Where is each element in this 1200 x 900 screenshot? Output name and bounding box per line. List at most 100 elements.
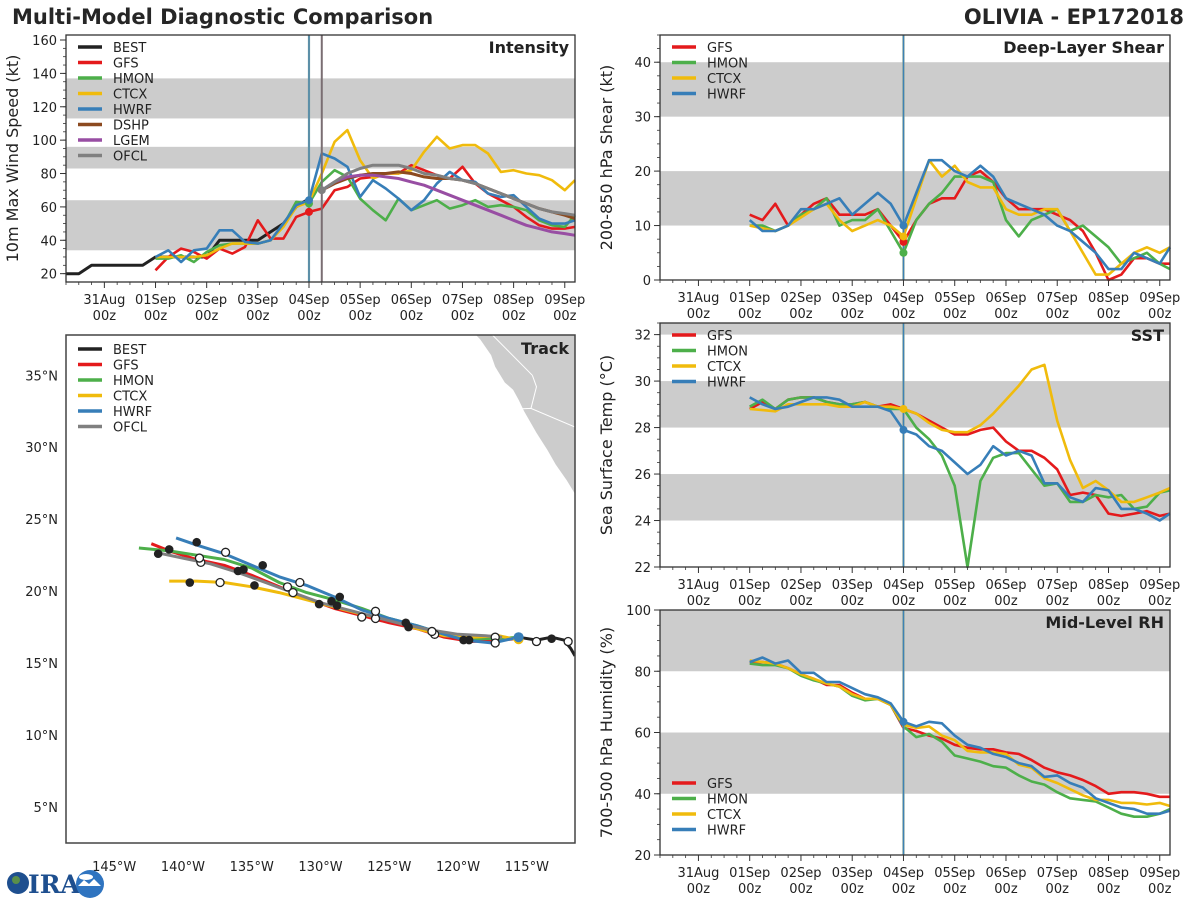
x-tick-label-time: 00z: [1046, 307, 1070, 322]
y-tick-label: 30: [634, 111, 651, 126]
x-tick-label-date: 02Sep: [780, 578, 821, 593]
track-point-open: [282, 582, 293, 592]
y-tick-label: 60: [40, 201, 57, 216]
marker-hwrf: [304, 196, 313, 205]
marker-hmon: [899, 248, 908, 257]
x-tick-label-time: 00z: [1046, 882, 1070, 897]
y-tick-label: 120: [32, 101, 57, 116]
x-tick-label-date: 06Sep: [985, 291, 1026, 306]
x-tick-label-date: 08Sep: [1088, 866, 1129, 881]
x-tick-label-time: 00z: [553, 309, 577, 324]
x-tick-label-date: 04Sep: [883, 291, 924, 306]
x-tick-label-date: 06Sep: [391, 293, 432, 308]
track-point-filled: [314, 599, 324, 609]
shaded-band: [66, 78, 575, 119]
x-tick-label-date: 09Sep: [1139, 866, 1180, 881]
series-line-ctcx: [155, 128, 576, 259]
lat-tick-label: 15°N: [25, 657, 58, 672]
marker-ctcx: [899, 404, 908, 413]
x-tick-label-time: 00z: [1148, 882, 1172, 897]
track-map-area: [138, 335, 575, 657]
x-tick-label-time: 00z: [738, 594, 762, 609]
cloud-shape: [79, 874, 93, 880]
lat-tick-label: 10°N: [25, 729, 58, 744]
x-tick-label-date: 01Sep: [135, 293, 176, 308]
legend-label-best: BEST: [113, 41, 146, 56]
x-tick-label-time: 00z: [892, 594, 916, 609]
x-tick-label-time: 00z: [943, 882, 967, 897]
legend-label-ctcx: CTCX: [113, 390, 147, 405]
x-tick-label-date: 08Sep: [1088, 578, 1129, 593]
x-tick-label-date: 03Sep: [832, 866, 873, 881]
series-line-hwrf: [749, 396, 1171, 522]
track-point-open: [288, 587, 298, 598]
legend-label-gfs: GFS: [113, 359, 139, 374]
shaded-band: [660, 610, 1170, 672]
panel-title: Deep-Layer Shear: [1003, 38, 1164, 57]
y-tick-label: 20: [634, 849, 651, 864]
lon-tick-label: 145°W: [92, 860, 136, 875]
x-tick-label-date: 03Sep: [832, 578, 873, 593]
y-tick-label: 80: [634, 665, 651, 680]
series-line-ctcx: [749, 363, 1171, 504]
legend-label-hmon: HMON: [113, 374, 154, 389]
lat-tick-label: 25°N: [25, 513, 58, 528]
track-point-filled: [192, 537, 201, 547]
legend-label-hmon: HMON: [113, 72, 154, 87]
x-tick-label-time: 00z: [1097, 882, 1121, 897]
marker-ctcx: [899, 232, 908, 241]
x-tick-label-date: 09Sep: [1139, 578, 1180, 593]
track-point-filled: [153, 549, 163, 559]
series-line-lgem: [320, 173, 576, 237]
y-axis-label: 200-850 hPa Shear (kt): [597, 65, 616, 251]
x-tick-label-time: 00z: [841, 594, 865, 609]
y-tick-label: 100: [626, 604, 651, 619]
series-line-gfs: [154, 163, 576, 272]
x-tick-label-date: 05Sep: [934, 578, 975, 593]
y-tick-label: 80: [40, 168, 57, 183]
x-tick-label-time: 00z: [738, 307, 762, 322]
y-tick-label: 60: [634, 727, 651, 742]
track-point-filled: [258, 560, 268, 570]
legend-label-hwrf: HWRF: [707, 376, 746, 391]
x-tick-label-time: 00z: [502, 309, 526, 324]
track-point-filled: [164, 545, 174, 554]
lat-tick-label: 35°N: [25, 369, 58, 384]
track-point-filled: [185, 578, 195, 587]
x-tick-label-date: 01Sep: [729, 291, 770, 306]
lat-tick-label: 20°N: [25, 585, 58, 600]
x-tick-label-time: 00z: [994, 882, 1018, 897]
track-point-open: [357, 612, 367, 622]
plot-frame: [659, 322, 1171, 568]
x-tick-label-time: 00z: [687, 307, 711, 322]
legend-label-hmon: HMON: [707, 345, 748, 360]
x-tick-label-time: 00z: [789, 307, 813, 322]
x-tick-label-time: 00z: [93, 309, 117, 324]
legend-label-hmon: HMON: [707, 793, 748, 808]
lon-tick-label: 135°W: [230, 860, 274, 875]
legend-label-hwrf: HWRF: [113, 103, 152, 118]
x-tick-label-time: 00z: [738, 882, 762, 897]
y-tick-label: 160: [32, 34, 57, 49]
x-tick-label-time: 00z: [892, 882, 916, 897]
marker-ofcl: [317, 186, 326, 195]
track-point-filled: [327, 596, 336, 606]
y-tick-label: 22: [634, 561, 651, 576]
lat-tick-label: 5°N: [34, 801, 59, 816]
shaded-band: [660, 62, 1170, 117]
y-axis-label: 10m Max Wind Speed (kt): [3, 55, 22, 263]
y-tick-label: 140: [32, 67, 57, 82]
x-tick-label-time: 00z: [687, 882, 711, 897]
legend-label-ofcl: OFCL: [113, 150, 148, 165]
legend-label-hwrf: HWRF: [113, 405, 152, 420]
storm-title: OLIVIA - EP172018: [963, 5, 1184, 29]
legend-label-gfs: GFS: [113, 57, 139, 72]
plot-frame: [65, 34, 576, 283]
legend-label-ctcx: CTCX: [707, 72, 741, 87]
track-line-gfs: [150, 542, 519, 643]
track-point-open: [490, 638, 500, 648]
x-tick-label-time: 00z: [451, 309, 475, 324]
x-tick-label-date: 04Sep: [288, 293, 329, 308]
x-tick-label-time: 00z: [943, 307, 967, 322]
